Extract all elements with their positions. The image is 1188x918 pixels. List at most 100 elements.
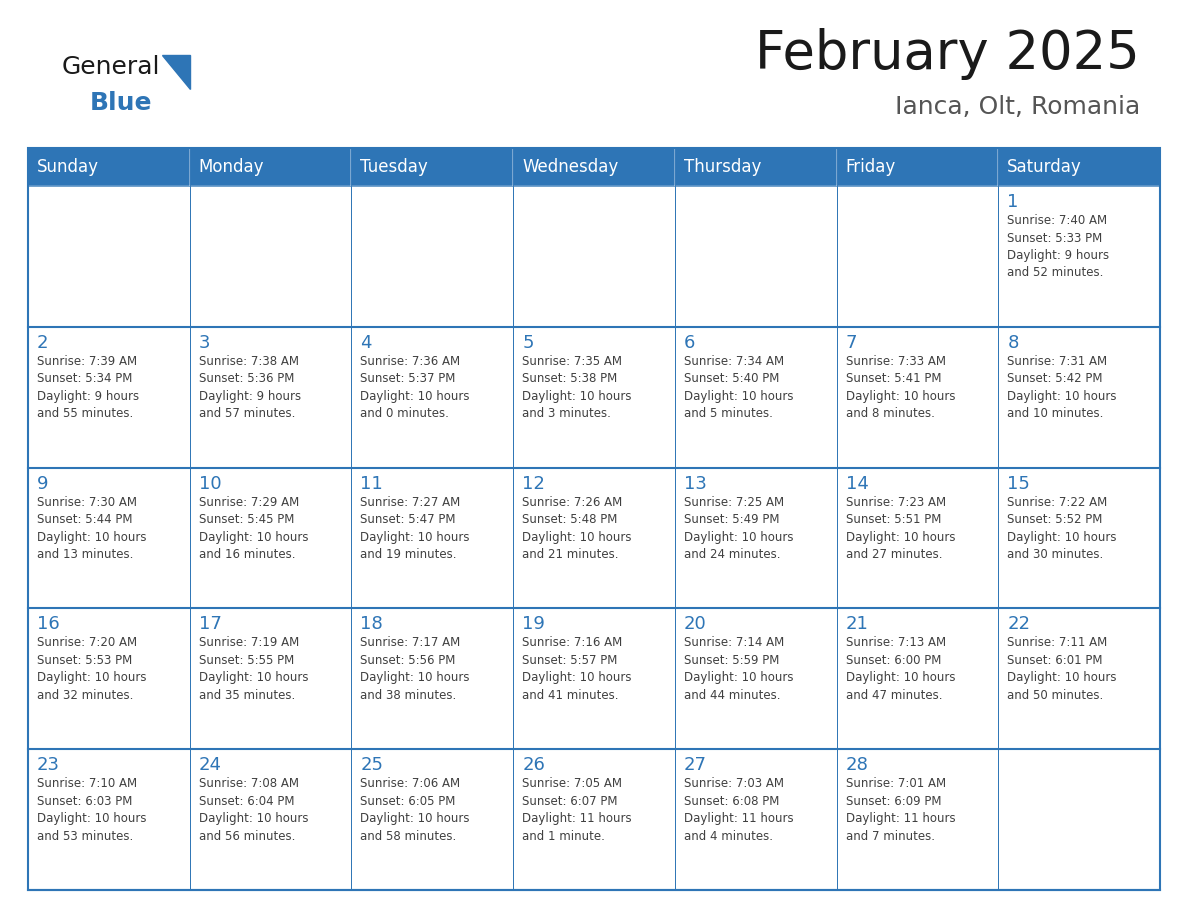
Bar bbox=[998, 749, 1159, 890]
Text: Sunrise: 7:38 AM
Sunset: 5:36 PM
Daylight: 9 hours
and 57 minutes.: Sunrise: 7:38 AM Sunset: 5:36 PM Dayligh… bbox=[198, 354, 301, 420]
Text: 7: 7 bbox=[846, 334, 857, 352]
Text: 24: 24 bbox=[198, 756, 222, 774]
Text: 19: 19 bbox=[523, 615, 545, 633]
Text: Sunrise: 7:19 AM
Sunset: 5:55 PM
Daylight: 10 hours
and 35 minutes.: Sunrise: 7:19 AM Sunset: 5:55 PM Dayligh… bbox=[198, 636, 308, 702]
Bar bbox=[998, 467, 1159, 609]
Text: 21: 21 bbox=[846, 615, 868, 633]
Text: 8: 8 bbox=[1007, 334, 1018, 352]
Text: 11: 11 bbox=[360, 475, 384, 493]
Text: Sunrise: 7:36 AM
Sunset: 5:37 PM
Daylight: 10 hours
and 0 minutes.: Sunrise: 7:36 AM Sunset: 5:37 PM Dayligh… bbox=[360, 354, 470, 420]
Bar bbox=[29, 327, 190, 467]
Text: Sunrise: 7:40 AM
Sunset: 5:33 PM
Daylight: 9 hours
and 52 minutes.: Sunrise: 7:40 AM Sunset: 5:33 PM Dayligh… bbox=[1007, 214, 1110, 279]
Text: Sunrise: 7:10 AM
Sunset: 6:03 PM
Daylight: 10 hours
and 53 minutes.: Sunrise: 7:10 AM Sunset: 6:03 PM Dayligh… bbox=[37, 778, 146, 843]
Bar bbox=[29, 186, 190, 327]
Text: Sunrise: 7:20 AM
Sunset: 5:53 PM
Daylight: 10 hours
and 32 minutes.: Sunrise: 7:20 AM Sunset: 5:53 PM Dayligh… bbox=[37, 636, 146, 702]
Text: 20: 20 bbox=[684, 615, 707, 633]
Text: 27: 27 bbox=[684, 756, 707, 774]
Bar bbox=[836, 609, 998, 749]
Text: Sunrise: 7:30 AM
Sunset: 5:44 PM
Daylight: 10 hours
and 13 minutes.: Sunrise: 7:30 AM Sunset: 5:44 PM Dayligh… bbox=[37, 496, 146, 561]
Text: 28: 28 bbox=[846, 756, 868, 774]
Text: Sunrise: 7:08 AM
Sunset: 6:04 PM
Daylight: 10 hours
and 56 minutes.: Sunrise: 7:08 AM Sunset: 6:04 PM Dayligh… bbox=[198, 778, 308, 843]
Text: Sunrise: 7:03 AM
Sunset: 6:08 PM
Daylight: 11 hours
and 4 minutes.: Sunrise: 7:03 AM Sunset: 6:08 PM Dayligh… bbox=[684, 778, 794, 843]
Text: Sunrise: 7:25 AM
Sunset: 5:49 PM
Daylight: 10 hours
and 24 minutes.: Sunrise: 7:25 AM Sunset: 5:49 PM Dayligh… bbox=[684, 496, 794, 561]
Text: Sunrise: 7:01 AM
Sunset: 6:09 PM
Daylight: 11 hours
and 7 minutes.: Sunrise: 7:01 AM Sunset: 6:09 PM Dayligh… bbox=[846, 778, 955, 843]
Bar bbox=[836, 467, 998, 609]
Text: 4: 4 bbox=[360, 334, 372, 352]
Bar bbox=[190, 327, 352, 467]
Text: Sunrise: 7:11 AM
Sunset: 6:01 PM
Daylight: 10 hours
and 50 minutes.: Sunrise: 7:11 AM Sunset: 6:01 PM Dayligh… bbox=[1007, 636, 1117, 702]
Text: Tuesday: Tuesday bbox=[360, 158, 428, 176]
Bar bbox=[998, 327, 1159, 467]
Polygon shape bbox=[162, 55, 190, 89]
Text: February 2025: February 2025 bbox=[756, 28, 1140, 80]
Bar bbox=[513, 467, 675, 609]
Bar bbox=[836, 749, 998, 890]
Bar bbox=[352, 467, 513, 609]
Text: 2: 2 bbox=[37, 334, 49, 352]
Text: 15: 15 bbox=[1007, 475, 1030, 493]
Bar bbox=[675, 467, 836, 609]
Text: Sunrise: 7:33 AM
Sunset: 5:41 PM
Daylight: 10 hours
and 8 minutes.: Sunrise: 7:33 AM Sunset: 5:41 PM Dayligh… bbox=[846, 354, 955, 420]
Bar bbox=[513, 327, 675, 467]
Text: Sunrise: 7:13 AM
Sunset: 6:00 PM
Daylight: 10 hours
and 47 minutes.: Sunrise: 7:13 AM Sunset: 6:00 PM Dayligh… bbox=[846, 636, 955, 702]
Bar bbox=[352, 186, 513, 327]
Text: General: General bbox=[62, 55, 160, 79]
Text: 16: 16 bbox=[37, 615, 59, 633]
Bar bbox=[513, 749, 675, 890]
Bar bbox=[836, 148, 998, 186]
Bar bbox=[29, 609, 190, 749]
Text: Monday: Monday bbox=[198, 158, 264, 176]
Text: 14: 14 bbox=[846, 475, 868, 493]
Text: 12: 12 bbox=[523, 475, 545, 493]
Bar bbox=[29, 148, 1159, 890]
Text: 5: 5 bbox=[523, 334, 533, 352]
Text: 1: 1 bbox=[1007, 193, 1018, 211]
Bar bbox=[998, 148, 1159, 186]
Bar bbox=[352, 148, 513, 186]
Text: 25: 25 bbox=[360, 756, 384, 774]
Bar bbox=[675, 749, 836, 890]
Text: Wednesday: Wednesday bbox=[523, 158, 619, 176]
Text: Sunrise: 7:39 AM
Sunset: 5:34 PM
Daylight: 9 hours
and 55 minutes.: Sunrise: 7:39 AM Sunset: 5:34 PM Dayligh… bbox=[37, 354, 139, 420]
Text: 18: 18 bbox=[360, 615, 384, 633]
Text: 26: 26 bbox=[523, 756, 545, 774]
Text: Ianca, Olt, Romania: Ianca, Olt, Romania bbox=[895, 95, 1140, 119]
Bar bbox=[675, 327, 836, 467]
Text: Sunrise: 7:17 AM
Sunset: 5:56 PM
Daylight: 10 hours
and 38 minutes.: Sunrise: 7:17 AM Sunset: 5:56 PM Dayligh… bbox=[360, 636, 470, 702]
Text: Sunrise: 7:05 AM
Sunset: 6:07 PM
Daylight: 11 hours
and 1 minute.: Sunrise: 7:05 AM Sunset: 6:07 PM Dayligh… bbox=[523, 778, 632, 843]
Text: 22: 22 bbox=[1007, 615, 1030, 633]
Text: Sunrise: 7:23 AM
Sunset: 5:51 PM
Daylight: 10 hours
and 27 minutes.: Sunrise: 7:23 AM Sunset: 5:51 PM Dayligh… bbox=[846, 496, 955, 561]
Text: Sunrise: 7:35 AM
Sunset: 5:38 PM
Daylight: 10 hours
and 3 minutes.: Sunrise: 7:35 AM Sunset: 5:38 PM Dayligh… bbox=[523, 354, 632, 420]
Text: Sunrise: 7:22 AM
Sunset: 5:52 PM
Daylight: 10 hours
and 30 minutes.: Sunrise: 7:22 AM Sunset: 5:52 PM Dayligh… bbox=[1007, 496, 1117, 561]
Text: Sunrise: 7:27 AM
Sunset: 5:47 PM
Daylight: 10 hours
and 19 minutes.: Sunrise: 7:27 AM Sunset: 5:47 PM Dayligh… bbox=[360, 496, 470, 561]
Bar bbox=[675, 148, 836, 186]
Bar bbox=[190, 186, 352, 327]
Text: Friday: Friday bbox=[846, 158, 896, 176]
Text: Sunday: Sunday bbox=[37, 158, 99, 176]
Bar bbox=[513, 148, 675, 186]
Bar bbox=[190, 467, 352, 609]
Text: Saturday: Saturday bbox=[1007, 158, 1082, 176]
Text: 10: 10 bbox=[198, 475, 221, 493]
Bar bbox=[675, 186, 836, 327]
Bar bbox=[836, 327, 998, 467]
Text: Sunrise: 7:31 AM
Sunset: 5:42 PM
Daylight: 10 hours
and 10 minutes.: Sunrise: 7:31 AM Sunset: 5:42 PM Dayligh… bbox=[1007, 354, 1117, 420]
Text: Blue: Blue bbox=[90, 91, 152, 115]
Bar bbox=[513, 609, 675, 749]
Text: Sunrise: 7:06 AM
Sunset: 6:05 PM
Daylight: 10 hours
and 58 minutes.: Sunrise: 7:06 AM Sunset: 6:05 PM Dayligh… bbox=[360, 778, 470, 843]
Bar bbox=[29, 148, 190, 186]
Bar bbox=[190, 148, 352, 186]
Bar bbox=[29, 467, 190, 609]
Text: Sunrise: 7:34 AM
Sunset: 5:40 PM
Daylight: 10 hours
and 5 minutes.: Sunrise: 7:34 AM Sunset: 5:40 PM Dayligh… bbox=[684, 354, 794, 420]
Bar bbox=[352, 327, 513, 467]
Text: Sunrise: 7:14 AM
Sunset: 5:59 PM
Daylight: 10 hours
and 44 minutes.: Sunrise: 7:14 AM Sunset: 5:59 PM Dayligh… bbox=[684, 636, 794, 702]
Text: 23: 23 bbox=[37, 756, 61, 774]
Bar bbox=[190, 749, 352, 890]
Text: Sunrise: 7:16 AM
Sunset: 5:57 PM
Daylight: 10 hours
and 41 minutes.: Sunrise: 7:16 AM Sunset: 5:57 PM Dayligh… bbox=[523, 636, 632, 702]
Bar bbox=[998, 609, 1159, 749]
Bar bbox=[352, 749, 513, 890]
Text: Thursday: Thursday bbox=[684, 158, 762, 176]
Text: 9: 9 bbox=[37, 475, 49, 493]
Bar bbox=[190, 609, 352, 749]
Bar bbox=[998, 186, 1159, 327]
